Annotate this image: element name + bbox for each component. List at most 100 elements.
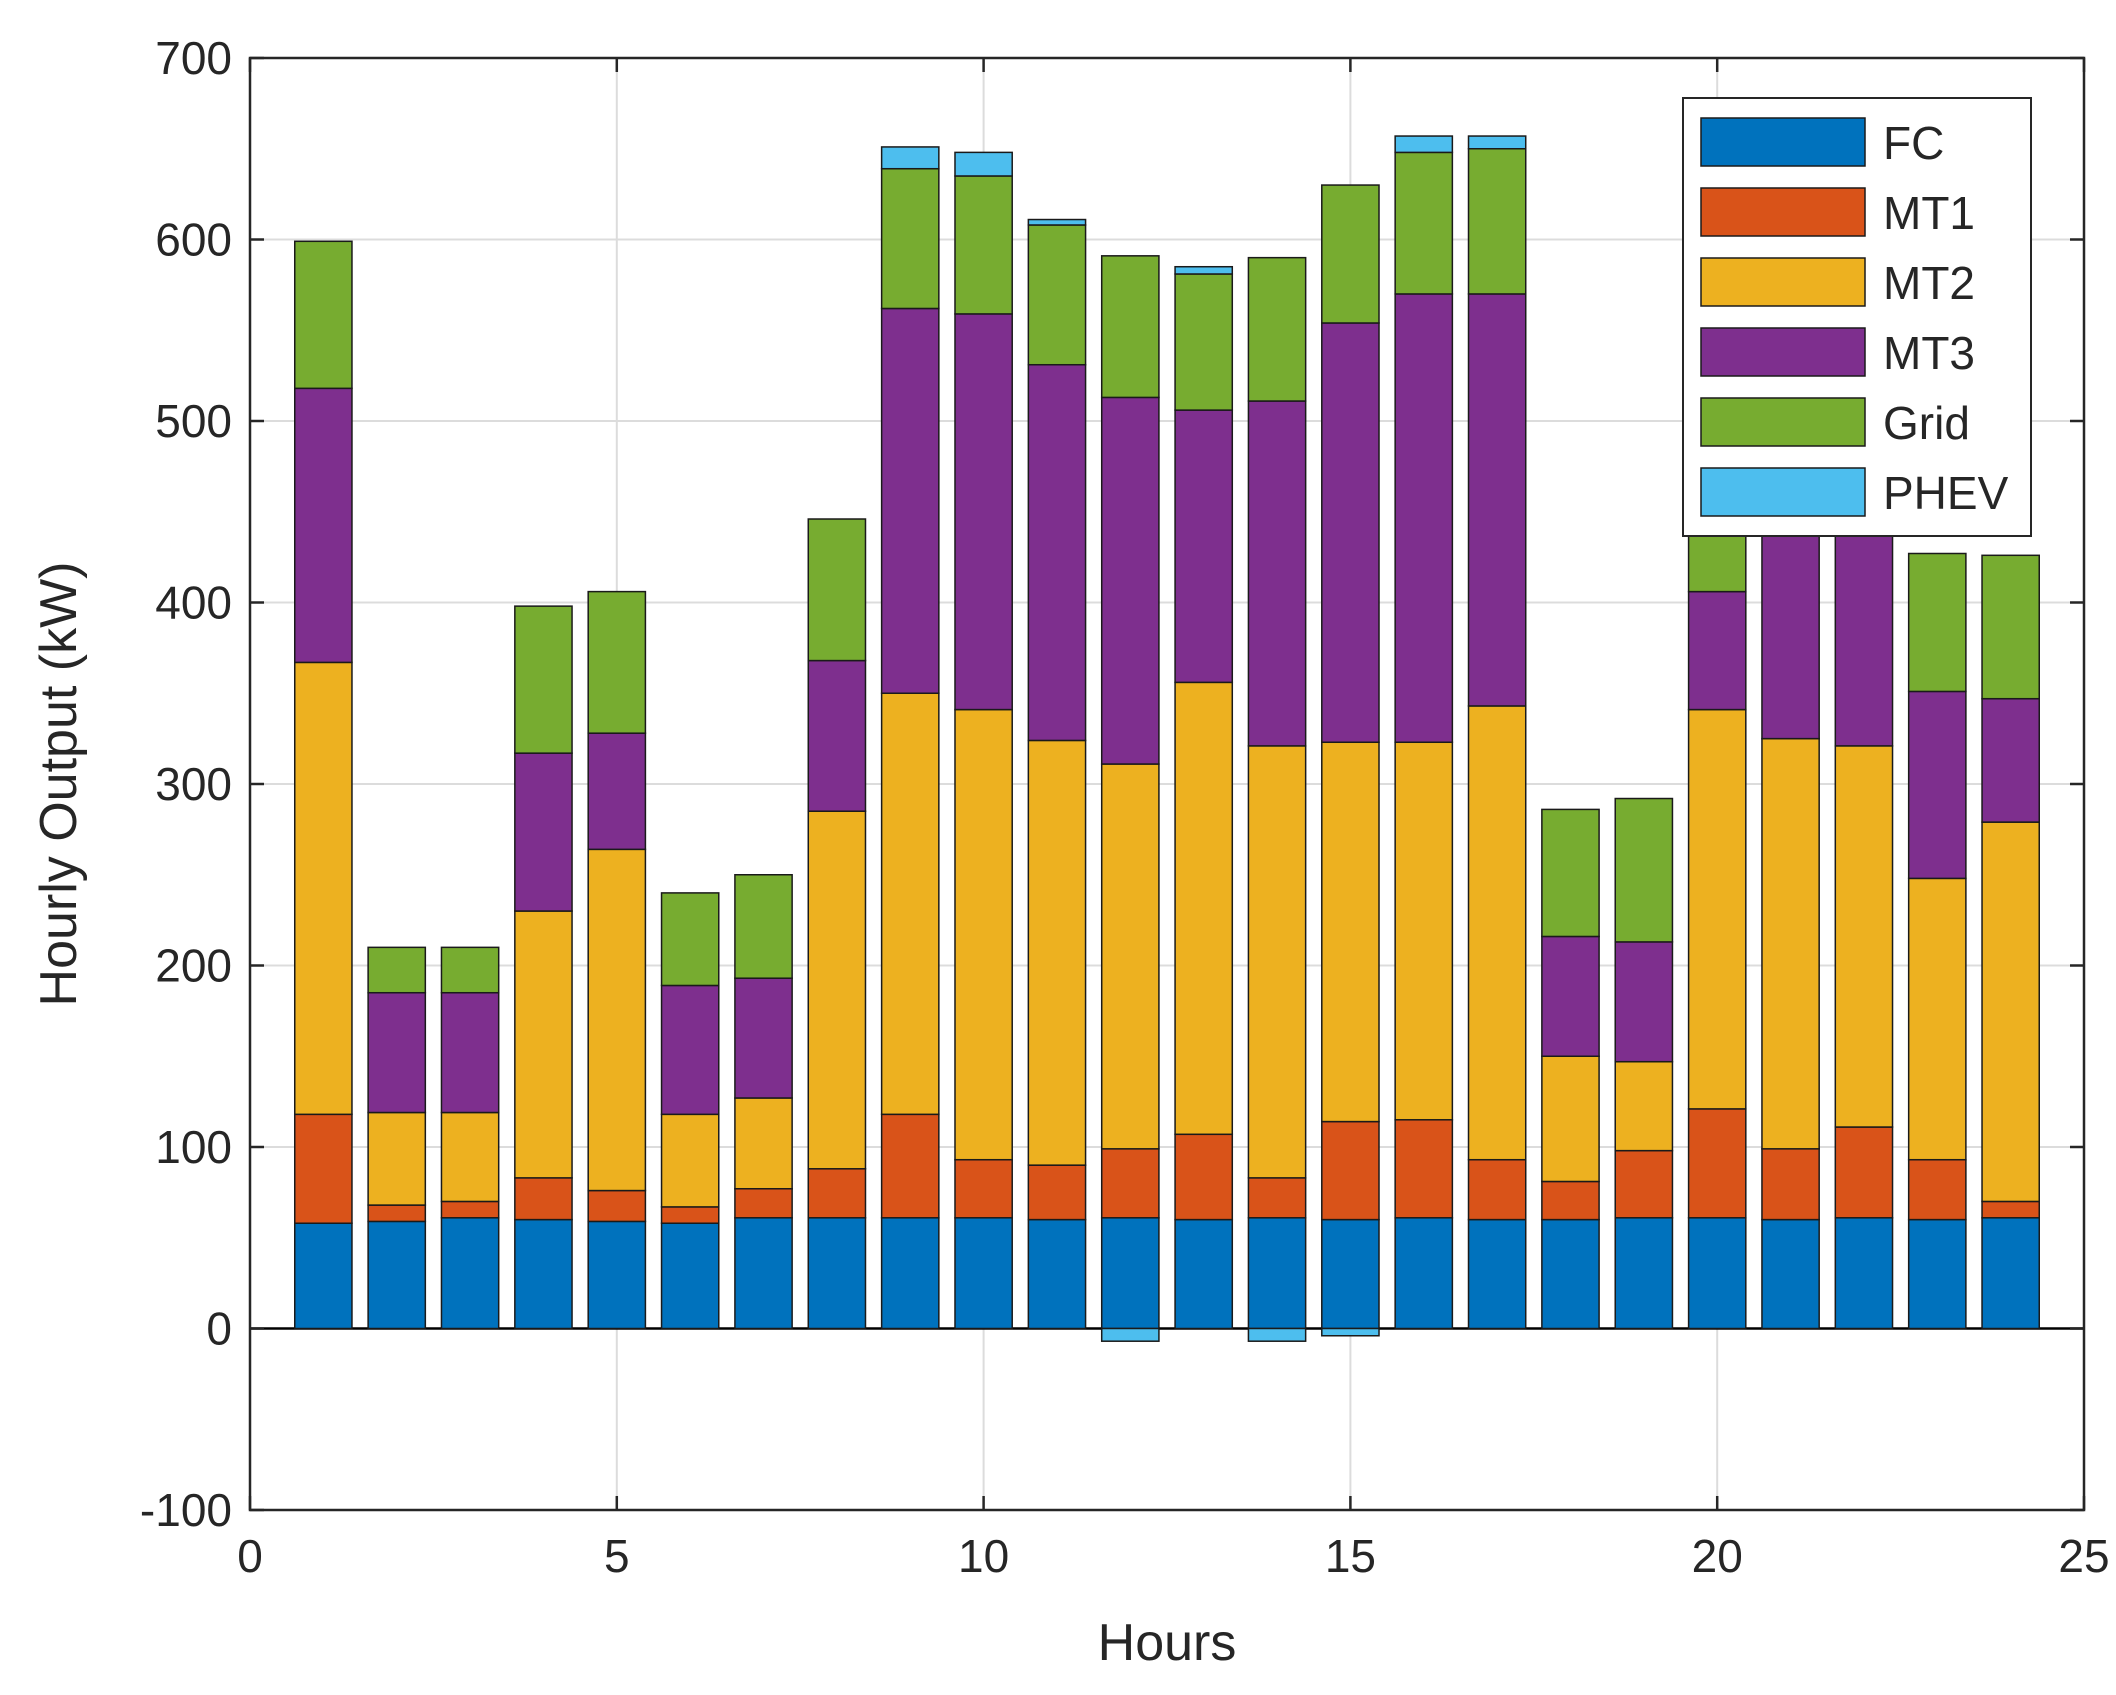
y-tick-label-100: 100 — [155, 1121, 232, 1173]
bar-hour-14-mt1 — [1247, 1177, 1307, 1219]
bar-hour-24-mt3 — [1981, 697, 2041, 823]
bar-hour-14-mt3 — [1247, 400, 1307, 747]
bar-hour-12-mt1 — [1100, 1148, 1160, 1219]
bar-hour-19-mt1 — [1614, 1149, 1674, 1219]
bar-hour-2-mt2 — [367, 1111, 427, 1206]
bar-hour-20-mt3 — [1687, 590, 1747, 711]
bar-hour-4-mt2 — [514, 910, 573, 1179]
bar-hour-22-mt3 — [1834, 511, 1894, 747]
bar-hour-18-fc — [1541, 1218, 1600, 1330]
bar-hour-16-grid — [1394, 151, 1454, 295]
bar-hour-13-fc — [1174, 1218, 1234, 1330]
bar-hour-22-fc — [1834, 1217, 1894, 1330]
bar-hour-2-grid — [367, 946, 427, 994]
bar-hour-4-mt1 — [514, 1177, 573, 1221]
x-tick-label-20: 20 — [1692, 1530, 1743, 1582]
bar-hour-1-grid — [293, 240, 353, 390]
bar-hour-11-mt3 — [1027, 363, 1087, 742]
bar-hour-8-grid — [807, 518, 867, 662]
bar-hour-10-phev — [954, 151, 1013, 177]
bar-hour-23-mt2 — [1907, 877, 1967, 1161]
bar-hour-6-mt1 — [660, 1206, 720, 1224]
bar-hour-10-mt2 — [954, 708, 1013, 1161]
x-tick-label-0: 0 — [237, 1530, 263, 1582]
bar-hour-12-grid — [1100, 255, 1160, 399]
bar-hour-15-mt1 — [1321, 1120, 1380, 1221]
bar-hour-2-mt3 — [367, 991, 427, 1114]
bar-hour-5-mt3 — [587, 732, 647, 851]
y-tick-label--100: -100 — [140, 1484, 232, 1536]
bar-hour-4-mt3 — [514, 752, 573, 912]
y-tick-label-400: 400 — [155, 577, 232, 629]
legend: FC MT1 MT2 MT3 Grid PHEV — [1682, 97, 2032, 537]
x-tick-label-25: 25 — [2058, 1530, 2109, 1582]
bar-hour-13-mt3 — [1174, 409, 1234, 684]
bar-hour-22-mt2 — [1834, 745, 1894, 1128]
bar-hour-18-mt2 — [1541, 1055, 1600, 1183]
bar-hour-21-mt3 — [1761, 507, 1820, 740]
bar-hour-17-fc — [1467, 1218, 1527, 1330]
bar-hour-13-grid — [1174, 273, 1234, 411]
y-tick-label-600: 600 — [155, 214, 232, 266]
bar-hour-12-fc — [1100, 1217, 1160, 1330]
bar-hour-19-mt3 — [1614, 941, 1674, 1063]
legend-label-phev: PHEV — [1883, 467, 2009, 519]
bar-hour-6-mt2 — [660, 1113, 720, 1208]
bar-hour-24-mt1 — [1981, 1200, 2041, 1219]
bar-hour-19-grid — [1614, 797, 1674, 943]
bar-hour-9-mt3 — [880, 307, 940, 694]
bar-hour-14-fc — [1247, 1217, 1307, 1330]
bar-hour-11-phev — [1027, 218, 1087, 226]
bar-hour-24-fc — [1981, 1217, 2041, 1330]
bar-hour-5-mt2 — [587, 848, 647, 1192]
bar-hour-7-mt3 — [734, 977, 793, 1099]
bar-hour-21-mt1 — [1761, 1148, 1820, 1221]
bar-hour-5-fc — [587, 1220, 647, 1330]
bar-hour-4-fc — [514, 1218, 573, 1330]
bar-hour-3-mt1 — [440, 1200, 500, 1219]
y-axis-title: Hourly Output (kW) — [30, 562, 88, 1007]
bar-hour-1-mt2 — [293, 661, 353, 1116]
bar-hour-1-fc — [293, 1222, 353, 1330]
tick-marks — [248, 56, 2086, 1512]
bar-hour-7-mt2 — [734, 1097, 793, 1190]
legend-label-mt3: MT3 — [1883, 327, 1975, 379]
bar-hour-19-mt2 — [1614, 1060, 1674, 1152]
bar-hour-16-fc — [1394, 1217, 1454, 1330]
bar-hour-24-mt2 — [1981, 821, 2041, 1203]
y-tick-label-500: 500 — [155, 395, 232, 447]
bar-hour-7-fc — [734, 1217, 793, 1330]
bar-hour-10-fc — [954, 1217, 1013, 1330]
legend-swatch-grid — [1700, 397, 1866, 447]
bar-hour-13-phev — [1174, 265, 1234, 275]
bar-hour-15-mt3 — [1321, 322, 1380, 744]
bar-hour-8-mt2 — [807, 810, 867, 1170]
y-tick-label-700: 700 — [155, 32, 232, 84]
bar-hour-3-mt2 — [440, 1111, 500, 1203]
legend-swatch-fc — [1700, 117, 1866, 167]
bar-hour-16-mt3 — [1394, 293, 1454, 744]
bar-hour-4-grid — [514, 605, 573, 754]
bar-hour-17-mt3 — [1467, 293, 1527, 707]
bar-hour-10-grid — [954, 175, 1013, 315]
bar-hour-8-mt3 — [807, 659, 867, 812]
bar-hour-18-mt1 — [1541, 1180, 1600, 1221]
bar-hour-9-phev — [880, 146, 940, 170]
bar-hour-13-mt1 — [1174, 1133, 1234, 1221]
bar-hour-5-mt1 — [587, 1189, 647, 1223]
bar-hour-8-fc — [807, 1217, 867, 1330]
bar-hour-23-mt3 — [1907, 690, 1967, 880]
bar-hour-18-mt3 — [1541, 935, 1600, 1058]
bar-hour-20-mt2 — [1687, 708, 1747, 1110]
bar-hour-7-mt1 — [734, 1187, 793, 1219]
bar-hour-9-mt1 — [880, 1113, 940, 1219]
bar-hour-2-mt1 — [367, 1204, 427, 1223]
bar-hour-10-mt1 — [954, 1158, 1013, 1219]
legend-label-mt2: MT2 — [1883, 257, 1975, 309]
bar-hour-18-grid — [1541, 808, 1600, 938]
x-tick-label-15: 15 — [1325, 1530, 1376, 1582]
y-tick-label-0: 0 — [206, 1303, 232, 1355]
legend-swatch-mt2 — [1700, 257, 1866, 307]
